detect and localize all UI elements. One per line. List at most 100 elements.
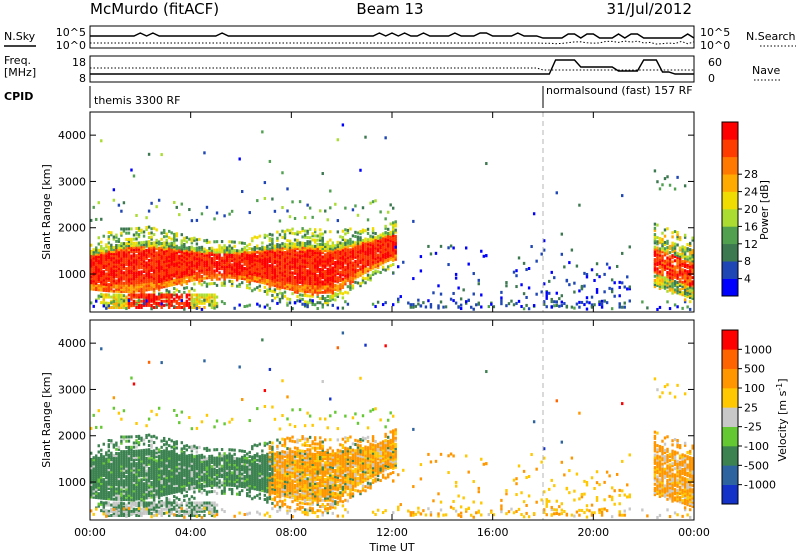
velocity-cell [115,483,118,487]
power-cell [137,260,141,264]
power-cell [321,263,324,267]
power-cell [379,256,382,260]
power-cell [140,266,143,270]
power-cell [306,300,309,304]
power-cell [173,268,176,272]
velocity-cell [162,474,166,478]
power-cell [369,245,372,249]
velocity-cell [110,491,113,495]
velocity-cell [175,446,178,450]
power-cell [190,287,194,291]
power-cell [386,250,390,254]
power-cell [331,285,334,289]
power-cell [653,274,657,278]
power-cell [205,270,209,274]
power-cell [152,293,156,297]
power-cell [122,258,126,262]
power-cell [258,288,262,292]
power-cell [122,285,126,289]
power-cell [200,254,204,258]
power-cell [195,263,199,267]
velocity-cell [165,490,168,494]
velocity-cell [95,491,98,495]
power-cell [178,303,181,307]
power-cell [681,249,684,253]
power-cell [278,258,282,262]
power-cell [339,243,342,247]
power-cell [326,303,329,307]
power-cell [115,248,118,252]
power-cell [331,241,334,245]
power-cell [389,243,392,247]
power-cell [319,286,322,290]
power-cell [321,238,324,242]
power-cell [668,274,672,278]
velocity-cell [127,460,131,464]
power-cell [336,294,340,298]
power-cell [135,233,138,237]
velocity-cell [135,497,138,501]
power-cell [120,258,123,262]
power-cell [263,305,267,309]
velocity-cell [117,472,121,476]
power-cell [251,262,254,266]
power-cell [170,283,173,287]
power-cell [683,292,687,296]
power-cell [140,241,143,245]
power-cell [233,248,236,252]
power-cell [107,235,111,239]
power-cell [251,270,254,274]
power-cell [384,260,387,264]
power-cell [598,303,601,307]
power-cell [90,252,93,256]
power-cell [444,305,448,309]
power-cell [195,273,199,277]
power-cell [112,303,116,307]
power-cell [326,301,329,305]
velocity-cell [100,459,103,463]
power-cell [120,264,123,268]
power-cell [663,253,667,257]
power-cell [296,290,299,294]
power-cell [142,234,146,238]
power-cell [210,259,214,263]
power-cell [155,274,158,278]
power-cell [527,267,531,271]
velocity-cell [130,468,133,472]
power-cell [298,274,302,278]
power-cell [281,248,284,252]
power-cell [671,241,674,245]
velocity-cell [152,455,156,459]
power-cell [238,272,241,276]
velocity-cell [140,478,143,482]
power-cell [344,282,347,286]
velocity-cell [127,468,131,472]
power-cell [117,244,121,248]
power-cell [178,271,181,275]
velocity-cell [193,496,196,500]
power-cell [296,232,299,236]
power-cell [610,278,614,282]
velocity-cell [178,483,181,487]
velocity-cell [97,463,100,467]
power-cell [135,277,138,281]
power-cell [198,264,201,268]
power-cell [490,302,493,306]
power-cell [688,260,692,264]
power-cell [193,288,196,292]
power-cell [472,307,475,311]
power-cell [296,251,299,255]
power-cell [251,276,254,280]
power-cell [324,247,327,251]
power-cell [173,247,176,251]
power-cell [266,303,269,307]
velocity-cell [190,478,194,482]
power-cell [140,249,143,253]
power-cell [417,302,420,306]
velocity-cell [135,493,138,497]
power-cell [331,303,334,307]
power-cell [135,262,138,266]
power-cell [147,242,151,246]
power-cell [336,288,340,292]
power-cell [90,301,93,305]
